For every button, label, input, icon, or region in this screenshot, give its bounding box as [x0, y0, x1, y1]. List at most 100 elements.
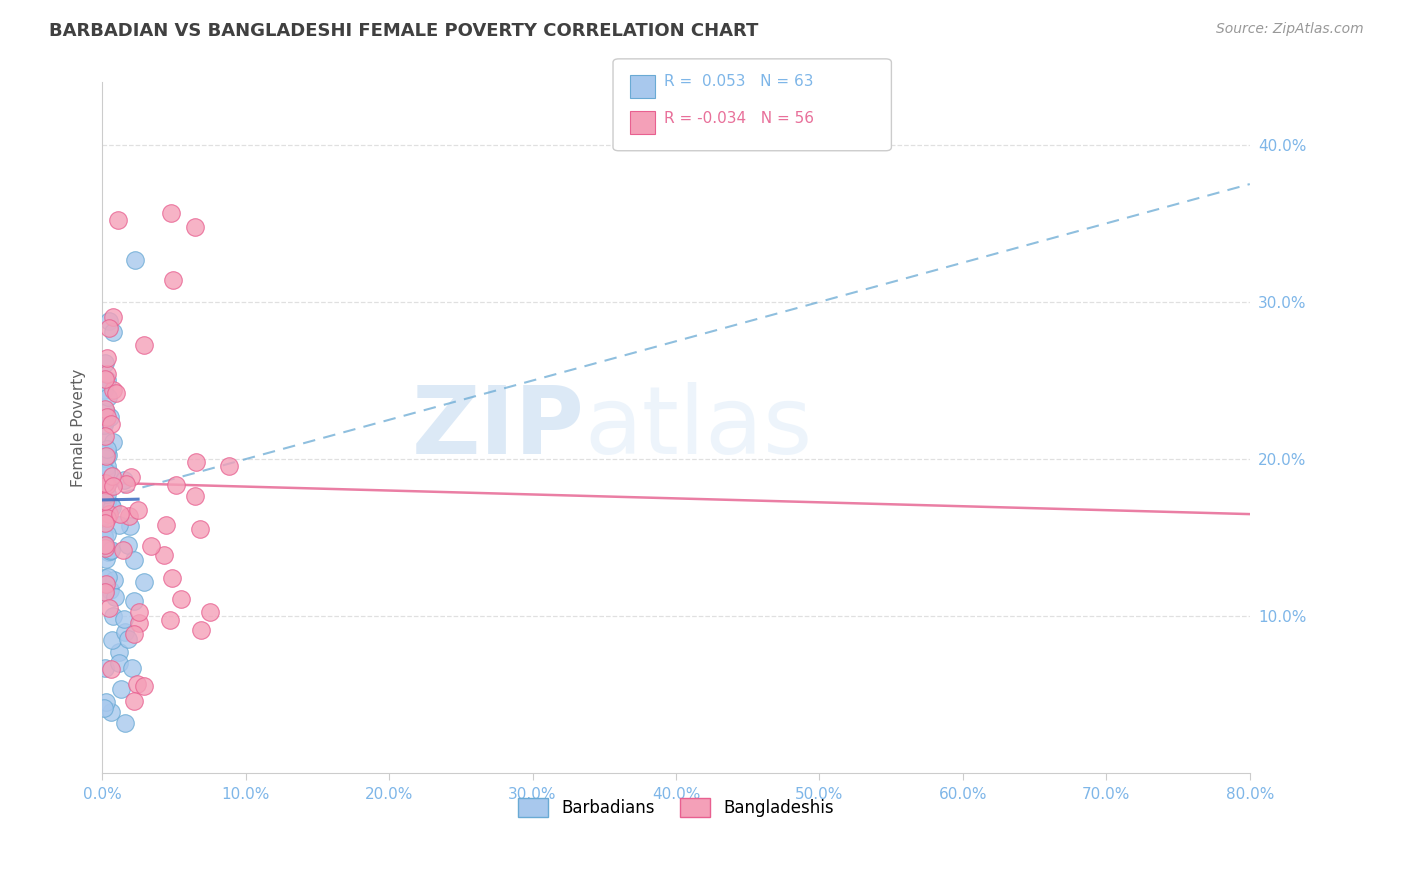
Point	[101, 500, 124, 514]
Point	[98, 583, 121, 598]
Point	[93, 530, 115, 544]
Point	[98, 543, 121, 558]
Point	[94, 372, 117, 386]
Point	[155, 518, 177, 533]
Point	[94, 413, 117, 427]
Point	[170, 592, 193, 607]
Point	[139, 539, 162, 553]
Point	[108, 517, 131, 532]
Point	[165, 478, 187, 492]
Point	[94, 584, 117, 599]
Point	[100, 499, 122, 513]
Point	[93, 434, 115, 449]
Legend: Barbadians, Bangladeshis: Barbadians, Bangladeshis	[512, 791, 841, 824]
Point	[103, 479, 125, 493]
Point	[132, 338, 155, 352]
Point	[94, 449, 117, 463]
Point	[120, 470, 142, 484]
Point	[110, 681, 132, 696]
Point	[96, 367, 118, 381]
Point	[153, 549, 176, 563]
Point	[159, 613, 181, 627]
Point	[198, 605, 221, 619]
Point	[108, 656, 131, 670]
Point	[94, 465, 117, 479]
Point	[162, 273, 184, 287]
Point	[112, 474, 135, 488]
Text: Source: ZipAtlas.com: Source: ZipAtlas.com	[1216, 22, 1364, 37]
Point	[184, 219, 207, 234]
Point	[108, 645, 131, 659]
Point	[114, 625, 136, 640]
Point	[125, 677, 148, 691]
Point	[107, 213, 129, 227]
Text: R = -0.034   N = 56: R = -0.034 N = 56	[664, 112, 814, 126]
Point	[93, 509, 115, 524]
Point	[121, 661, 143, 675]
Point	[101, 325, 124, 339]
Point	[94, 451, 117, 466]
Point	[93, 447, 115, 461]
Point	[94, 539, 117, 553]
Point	[94, 475, 117, 490]
Point	[96, 510, 118, 524]
Point	[94, 356, 117, 370]
Text: BARBADIAN VS BANGLADESHI FEMALE POVERTY CORRELATION CHART: BARBADIAN VS BANGLADESHI FEMALE POVERTY …	[49, 22, 759, 40]
Point	[124, 252, 146, 267]
Point	[105, 386, 128, 401]
Point	[93, 383, 115, 397]
Point	[96, 477, 118, 491]
Point	[127, 503, 149, 517]
Point	[117, 538, 139, 552]
Point	[122, 553, 145, 567]
Point	[128, 605, 150, 619]
Point	[114, 715, 136, 730]
Point	[93, 417, 115, 432]
Point	[93, 700, 115, 714]
Point	[96, 390, 118, 404]
Point	[114, 477, 136, 491]
Point	[100, 417, 122, 431]
Point	[96, 494, 118, 508]
Point	[124, 593, 146, 607]
Point	[118, 519, 141, 533]
Point	[96, 410, 118, 425]
Point	[101, 469, 124, 483]
Text: R =  0.053   N = 63: R = 0.053 N = 63	[664, 74, 813, 88]
Point	[96, 527, 118, 541]
Point	[98, 314, 121, 328]
Point	[101, 435, 124, 450]
Point	[93, 571, 115, 585]
Point	[160, 571, 183, 585]
Point	[103, 310, 125, 324]
Point	[122, 626, 145, 640]
Point	[101, 609, 124, 624]
Point	[100, 662, 122, 676]
Point	[97, 467, 120, 481]
Point	[98, 409, 121, 424]
Point	[184, 489, 207, 503]
Point	[93, 443, 115, 458]
Point	[96, 459, 118, 474]
Point	[160, 206, 183, 220]
Point	[96, 442, 118, 457]
Point	[94, 493, 117, 508]
Point	[100, 542, 122, 557]
Point	[184, 454, 207, 468]
Point	[101, 383, 124, 397]
Point	[96, 373, 118, 387]
Point	[94, 695, 117, 709]
Point	[96, 577, 118, 591]
Point	[94, 537, 117, 551]
Point	[112, 612, 135, 626]
Point	[93, 585, 115, 599]
Point	[96, 405, 118, 419]
Point	[110, 507, 132, 521]
Point	[188, 522, 211, 536]
Point	[96, 477, 118, 491]
Text: atlas: atlas	[585, 382, 813, 474]
Point	[94, 552, 117, 566]
Point	[94, 429, 117, 443]
Point	[104, 590, 127, 604]
Point	[190, 623, 212, 637]
